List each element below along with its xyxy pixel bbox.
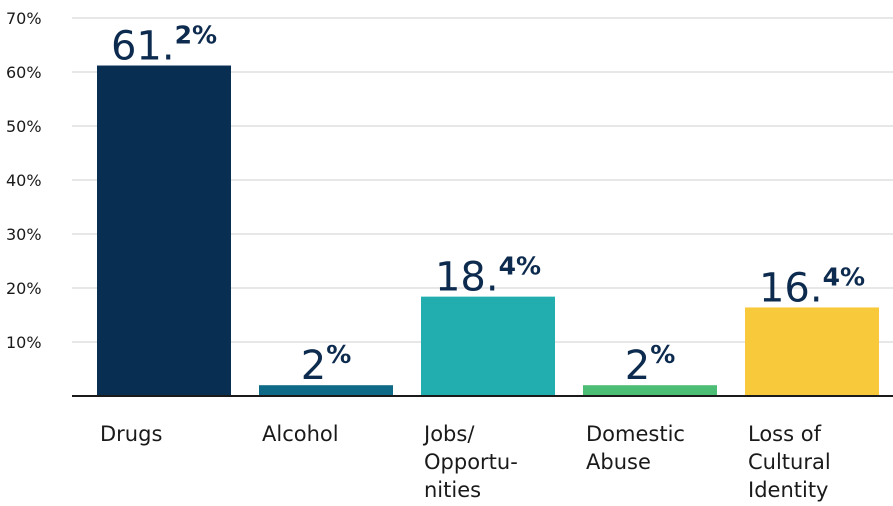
value-label: 2% bbox=[301, 340, 352, 389]
value-label-main: 61. bbox=[111, 24, 175, 70]
category-label: Domestic bbox=[586, 422, 685, 446]
category-label: Drugs bbox=[100, 422, 162, 446]
value-label: 16.4% bbox=[759, 262, 865, 311]
value-label: 61.2% bbox=[111, 21, 217, 70]
value-label-main: 2 bbox=[301, 343, 326, 389]
y-tick-label: 20% bbox=[6, 279, 42, 298]
category-label: Alcohol bbox=[262, 422, 339, 446]
bar bbox=[259, 385, 393, 396]
value-label-sup: 2% bbox=[175, 21, 217, 50]
category-label: Jobs/ bbox=[422, 422, 475, 446]
y-tick-label: 40% bbox=[6, 171, 42, 190]
value-labels: 61.2%2%18.4%2%16.4% bbox=[111, 21, 865, 390]
value-label-main: 2 bbox=[625, 343, 650, 389]
y-tick-label: 10% bbox=[6, 333, 42, 352]
category-label: Identity bbox=[748, 478, 828, 502]
bars bbox=[97, 65, 879, 397]
y-axis-ticks: 10% 20% 30% 40% 50% 60% 70% bbox=[6, 9, 42, 352]
category-label: Opportu- bbox=[424, 450, 518, 474]
y-tick-label: 60% bbox=[6, 63, 42, 82]
value-label: 2% bbox=[625, 340, 676, 389]
category-label: Cultural bbox=[748, 450, 831, 474]
category-label: nities bbox=[424, 478, 481, 502]
value-label-main: 16. bbox=[759, 265, 823, 311]
category-label: Abuse bbox=[586, 450, 651, 474]
bar bbox=[583, 385, 717, 396]
y-tick-label: 30% bbox=[6, 225, 42, 244]
category-label: Loss of bbox=[748, 422, 822, 446]
category-labels: Drugs Alcohol Jobs/Opportu-nities Domestic A… bbox=[100, 422, 831, 502]
value-label-sup: 4% bbox=[823, 262, 865, 291]
bar bbox=[97, 65, 231, 397]
bar bbox=[421, 296, 555, 396]
value-label-sup: % bbox=[650, 340, 675, 369]
value-label: 18.4% bbox=[435, 252, 541, 301]
y-tick-label: 50% bbox=[6, 117, 42, 136]
value-label-sup: 4% bbox=[499, 252, 541, 281]
value-label-main: 18. bbox=[435, 255, 499, 301]
bar bbox=[745, 307, 879, 396]
y-tick-label: 70% bbox=[6, 9, 42, 28]
value-label-sup: % bbox=[326, 340, 351, 369]
